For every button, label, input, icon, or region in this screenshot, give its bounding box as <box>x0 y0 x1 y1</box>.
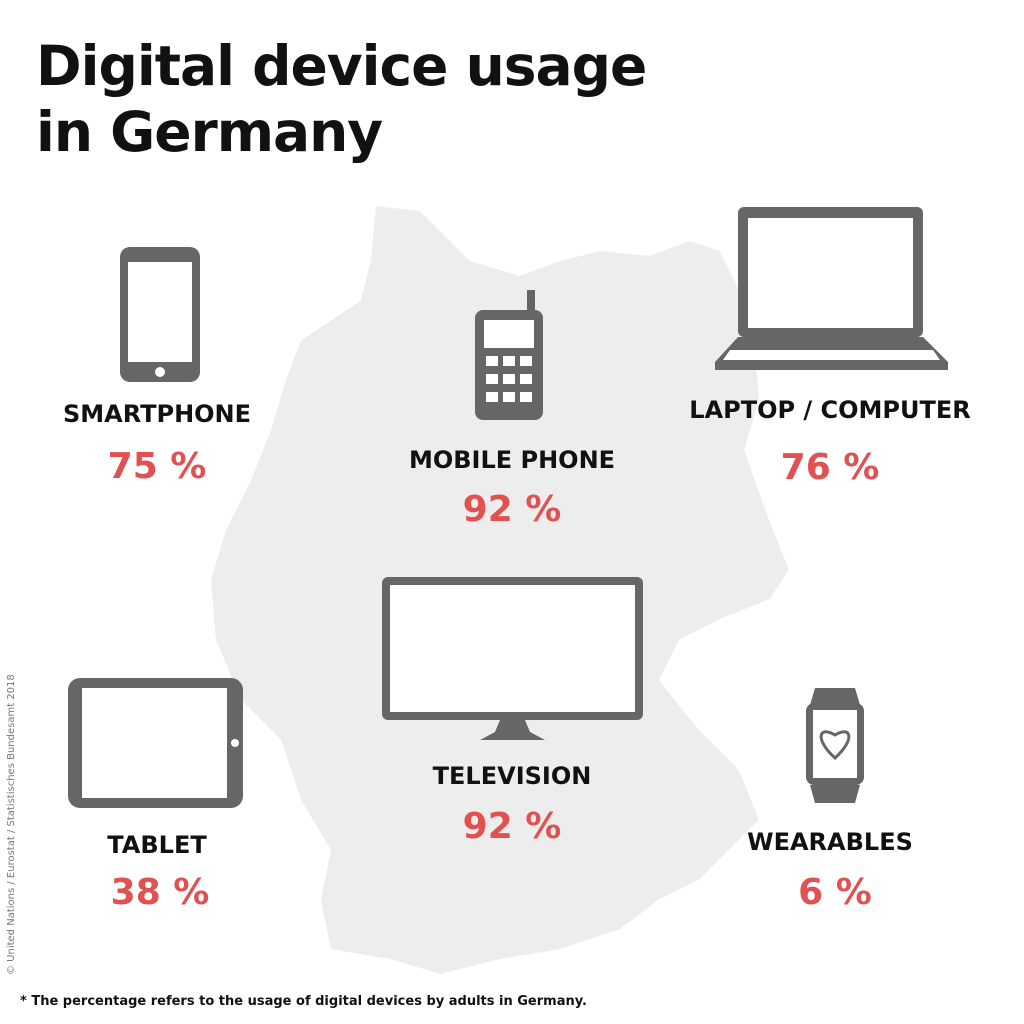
device-label: LAPTOP / COMPUTER <box>689 396 971 424</box>
television-icon <box>382 577 643 740</box>
laptop-icon <box>715 207 948 370</box>
device-label: TABLET <box>107 831 207 859</box>
device-value: 75 % <box>107 446 207 487</box>
device-value: 92 % <box>462 806 562 847</box>
device-label: SMARTPHONE <box>62 400 252 428</box>
footnote: * The percentage refers to the usage of … <box>20 994 587 1009</box>
mobile-phone-icon <box>475 290 543 420</box>
smartphone-icon <box>120 247 200 382</box>
device-label: WEARABLES <box>747 828 913 856</box>
device-value: 6 % <box>798 872 872 913</box>
device-value: 38 % <box>110 872 210 913</box>
device-value: 92 % <box>462 489 562 530</box>
device-label: MOBILE PHONE <box>408 446 616 474</box>
credit: © United Nations / Eurostat / Statistisc… <box>6 674 17 975</box>
title-line: Digital device usage <box>36 34 647 98</box>
title-line: in Germany <box>36 100 383 164</box>
tablet-icon <box>68 678 243 808</box>
device-value: 76 % <box>780 447 880 488</box>
device-label: TELEVISION <box>432 762 592 790</box>
wearable-icon <box>806 688 864 803</box>
